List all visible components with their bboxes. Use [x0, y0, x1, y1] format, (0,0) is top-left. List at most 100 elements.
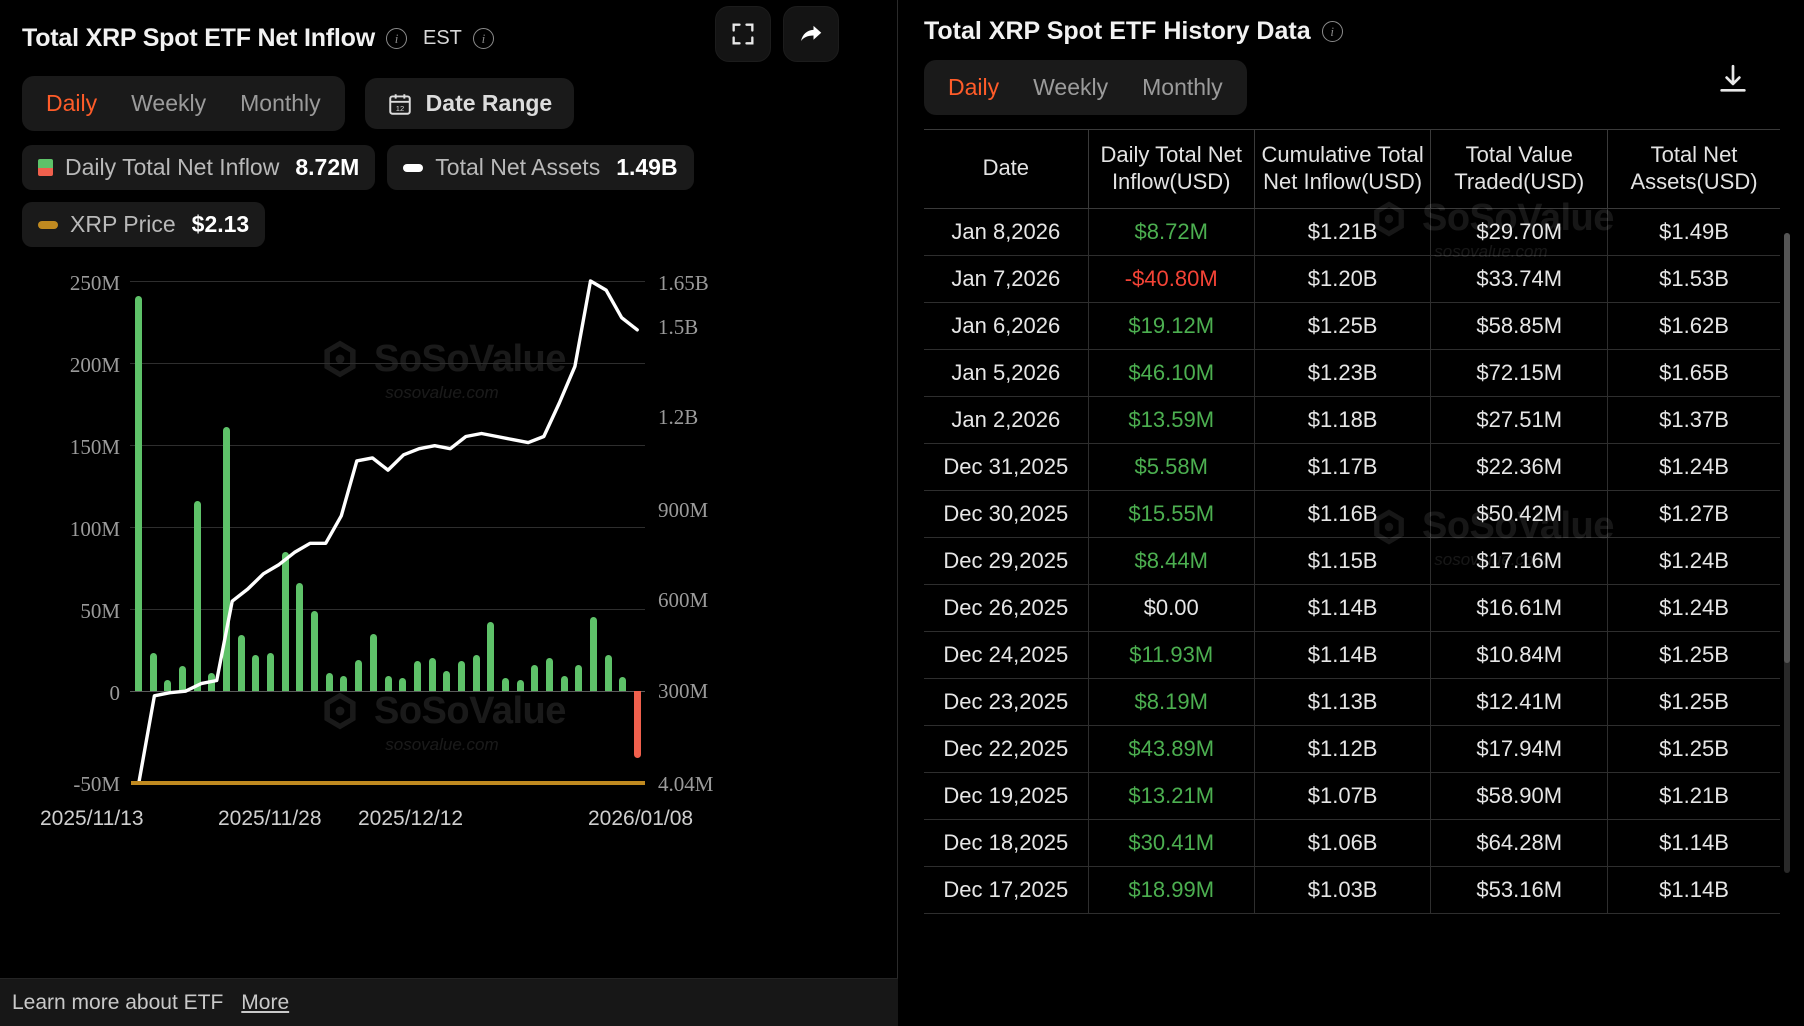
history-tab-weekly[interactable]: Weekly [1033, 74, 1109, 100]
y-right-tick: 1.65B [658, 271, 709, 295]
chart-bar [531, 664, 539, 691]
table-cell-date: Dec 17,2025 [924, 866, 1089, 914]
download-icon [1720, 64, 1746, 92]
column-header-date[interactable]: Date [924, 129, 1089, 209]
table-cell-daily-net-inflow: $43.89M [1088, 725, 1255, 773]
table-cell-cumulative-net-inflow: $1.21B [1254, 208, 1432, 256]
table-row[interactable]: Jan 2,2026 $13.59M $1.18B $27.51M $1.37B [924, 396, 1780, 444]
tab-monthly[interactable]: Monthly [240, 90, 321, 116]
fullscreen-icon [732, 23, 754, 45]
table-header: Date Daily Total Net Inflow(USD) Cumulat… [924, 129, 1780, 209]
history-period-tabs: Daily Weekly Monthly [924, 60, 1247, 115]
column-header-total-value-traded[interactable]: Total Value Traded(USD) [1430, 129, 1609, 209]
tab-daily[interactable]: Daily [46, 90, 98, 116]
chart-bar [311, 610, 319, 691]
history-table-wrapper[interactable]: SoSoValue sosovalue.com SoSoValue sosova… [898, 115, 1804, 995]
table-cell-total-value-traded: $17.94M [1430, 725, 1609, 773]
y-left-tick: 50M [80, 599, 120, 623]
chart-bar [281, 551, 289, 691]
table-cell-cumulative-net-inflow: $1.17B [1254, 443, 1432, 491]
legend-label: Total Net Assets [435, 154, 601, 180]
y-left-tick: -50M [73, 772, 120, 796]
net-inflow-chart[interactable]: SoSoValue sosovalue.com SoSoValue sosova… [0, 259, 898, 919]
table-cell-total-net-assets: $1.14B [1607, 819, 1780, 867]
history-tab-monthly[interactable]: Monthly [1142, 74, 1223, 100]
table-scrollbar-thumb[interactable] [1784, 233, 1790, 663]
table-cell-total-net-assets: $1.25B [1607, 631, 1780, 679]
page-title: Total XRP Spot ETF Net Inflow [22, 23, 375, 52]
table-scrollbar[interactable] [1784, 233, 1790, 873]
table-row[interactable]: Dec 26,2025 $0.00 $1.14B $16.61M $1.24B [924, 584, 1780, 632]
calendar-icon: 12 [388, 93, 411, 115]
chart-bar [472, 654, 480, 691]
column-header-cumulative-net-inflow[interactable]: Cumulative Total Net Inflow(USD) [1254, 129, 1432, 209]
table-row[interactable]: Dec 22,2025 $43.89M $1.12B $17.94M $1.25B [924, 725, 1780, 773]
table-row[interactable]: Dec 30,2025 $15.55M $1.16B $50.42M $1.27B [924, 490, 1780, 538]
table-row[interactable]: Jan 5,2026 $46.10M $1.23B $72.15M $1.65B [924, 349, 1780, 397]
table-cell-total-value-traded: $10.84M [1430, 631, 1609, 679]
footer-text: Learn more about ETF [12, 990, 224, 1014]
share-button[interactable] [783, 6, 839, 62]
y-left-tick: 250M [69, 271, 120, 295]
chart-bar [501, 677, 509, 691]
chart-controls: Daily Weekly Monthly 12 Date Range [0, 62, 897, 131]
table-cell-daily-net-inflow: $8.72M [1088, 208, 1255, 256]
chart-bar [178, 666, 186, 691]
table-row[interactable]: Jan 6,2026 $19.12M $1.25B $58.85M $1.62B [924, 302, 1780, 350]
table-cell-total-net-assets: $1.21B [1607, 772, 1780, 820]
chart-bar [487, 622, 495, 691]
table-cell-total-value-traded: $53.16M [1430, 866, 1609, 914]
date-range-button[interactable]: 12 Date Range [364, 78, 575, 129]
table-row[interactable]: Jan 7,2026 -$40.80M $1.20B $33.74M $1.53B [924, 255, 1780, 303]
table-cell-total-net-assets: $1.14B [1607, 866, 1780, 914]
column-header-total-net-assets[interactable]: Total Net Assets(USD) [1607, 129, 1780, 209]
table-cell-daily-net-inflow: $18.99M [1088, 866, 1255, 914]
y-left-tick: 150M [69, 435, 120, 459]
table-cell-cumulative-net-inflow: $1.25B [1254, 302, 1432, 350]
table-cell-date: Jan 5,2026 [924, 349, 1089, 397]
legend-total-net-assets[interactable]: Total Net Assets 1.49B [387, 145, 694, 190]
table-cell-total-net-assets: $1.65B [1607, 349, 1780, 397]
history-controls: Daily Weekly Monthly [898, 52, 1804, 115]
y-left-tick: 0 [109, 681, 121, 705]
tab-weekly[interactable]: Weekly [131, 90, 207, 116]
fullscreen-button[interactable] [715, 6, 771, 62]
info-icon[interactable]: i [386, 27, 407, 49]
history-tab-daily[interactable]: Daily [948, 74, 1000, 100]
table-cell-total-net-assets: $1.49B [1607, 208, 1780, 256]
y-right-tick: 4.04M [658, 772, 714, 796]
column-header-daily-net-inflow[interactable]: Daily Total Net Inflow(USD) [1088, 129, 1255, 209]
table-cell-cumulative-net-inflow: $1.20B [1254, 255, 1432, 303]
table-cell-cumulative-net-inflow: $1.18B [1254, 396, 1432, 444]
table-row[interactable]: Dec 23,2025 $8.19M $1.13B $12.41M $1.25B [924, 678, 1780, 726]
chart-bar [516, 679, 524, 691]
table-row[interactable]: Jan 8,2026 $8.72M $1.21B $29.70M $1.49B [924, 208, 1780, 256]
table-row[interactable]: Dec 19,2025 $13.21M $1.07B $58.90M $1.21B [924, 772, 1780, 820]
table-row[interactable]: Dec 31,2025 $5.58M $1.17B $22.36M $1.24B [924, 443, 1780, 491]
chart-bar [355, 659, 363, 691]
footer-more-link[interactable]: More [241, 990, 290, 1014]
history-info-icon[interactable]: i [1321, 20, 1343, 42]
legend-daily-net-inflow[interactable]: Daily Total Net Inflow 8.72M [22, 145, 376, 190]
chart-bar [222, 426, 230, 691]
table-row[interactable]: Dec 29,2025 $8.44M $1.15B $17.16M $1.24B [924, 537, 1780, 585]
history-title: Total XRP Spot ETF History Data [924, 16, 1311, 45]
table-row[interactable]: Dec 17,2025 $18.99M $1.03B $53.16M $1.14B [924, 866, 1780, 914]
chart-bar [134, 295, 142, 691]
chart-bar [457, 661, 465, 691]
chart-panel-header: Total XRP Spot ETF Net Inflow i EST i [0, 0, 897, 62]
chart-bar [296, 582, 304, 691]
y-right-tick: 900M [658, 498, 709, 522]
table-cell-daily-net-inflow: $8.19M [1088, 678, 1255, 726]
legend-value: 8.72M [295, 154, 360, 180]
table-cell-cumulative-net-inflow: $1.15B [1254, 537, 1432, 585]
net-inflow-chart-panel: Total XRP Spot ETF Net Inflow i EST i Da… [0, 0, 898, 1026]
table-cell-cumulative-net-inflow: $1.03B [1254, 866, 1432, 914]
legend-xrp-price[interactable]: XRP Price $2.13 [22, 202, 266, 247]
chart-bar [590, 617, 598, 691]
table-cell-total-net-assets: $1.24B [1607, 537, 1780, 585]
download-button[interactable] [1710, 56, 1756, 102]
est-info-icon[interactable]: i [472, 27, 494, 49]
table-row[interactable]: Dec 24,2025 $11.93M $1.14B $10.84M $1.25B [924, 631, 1780, 679]
table-row[interactable]: Dec 18,2025 $30.41M $1.06B $64.28M $1.14B [924, 819, 1780, 867]
